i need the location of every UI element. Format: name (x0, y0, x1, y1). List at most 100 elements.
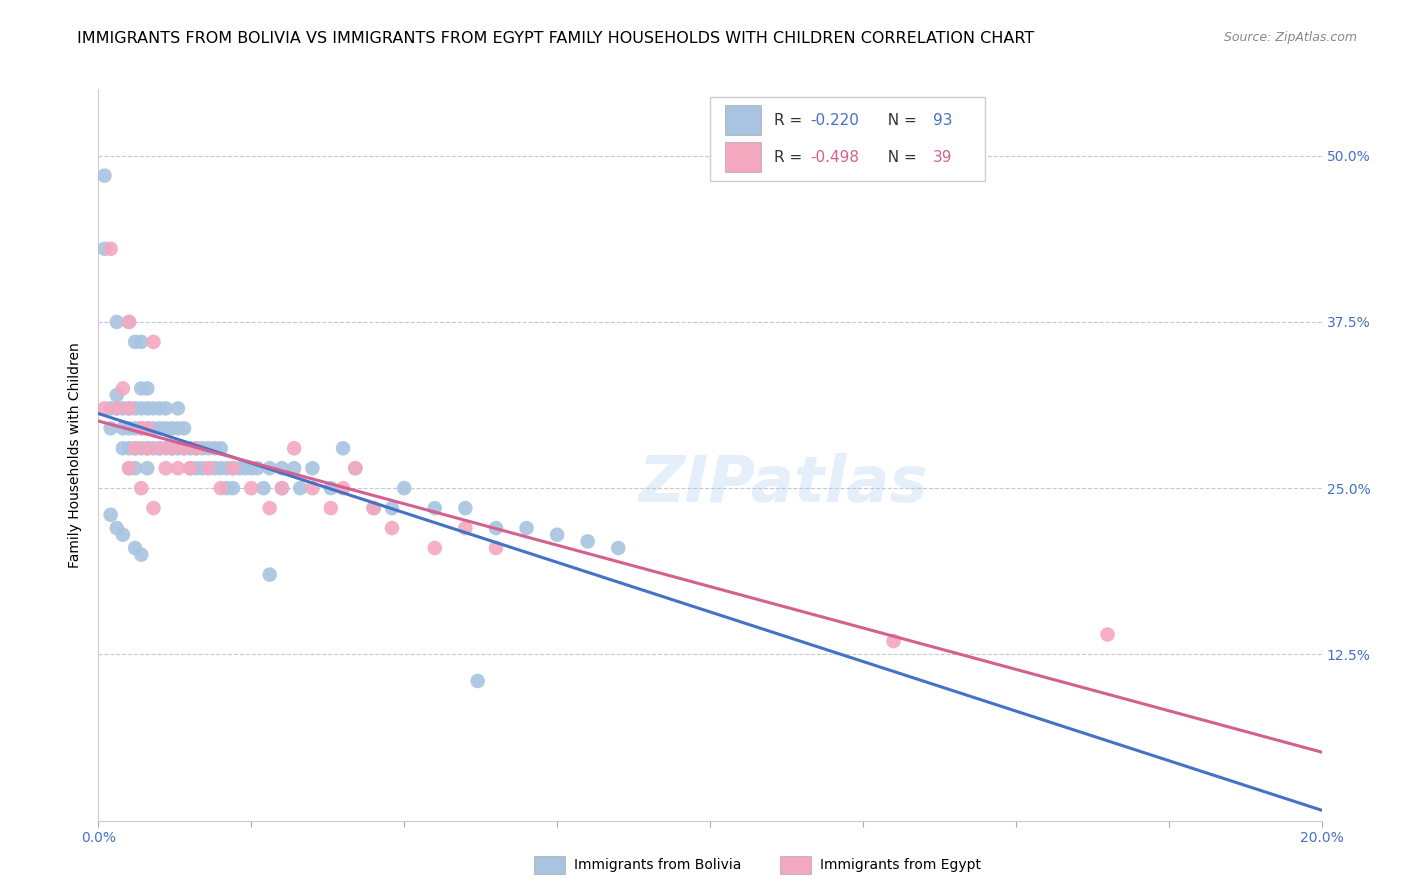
Point (423, 501, 446, 516)
FancyBboxPatch shape (724, 143, 762, 171)
Point (124, 541, 146, 555)
Point (129, 401, 152, 416)
Point (142, 334, 165, 349)
Point (209, 481, 232, 495)
Point (118, 442, 141, 456)
Point (136, 442, 159, 456)
Point (228, 461, 250, 475)
Point (270, 461, 292, 475)
Point (129, 421, 152, 435)
Point (105, 388, 128, 402)
Point (111, 527, 134, 541)
Point (215, 481, 238, 495)
Point (105, 401, 128, 416)
Point (136, 381, 159, 395)
Point (105, 401, 128, 416)
Point (118, 461, 141, 475)
Point (283, 461, 305, 475)
Point (129, 548, 152, 562)
Point (167, 442, 190, 456)
Point (576, 534, 599, 549)
Point (252, 481, 274, 495)
Point (197, 442, 219, 456)
Point (301, 481, 323, 495)
Point (607, 541, 630, 555)
Point (222, 481, 245, 495)
Point (136, 461, 159, 475)
Point (191, 461, 214, 475)
Point (290, 481, 312, 495)
Point (392, 481, 416, 495)
Point (129, 421, 152, 435)
Point (259, 567, 281, 582)
Text: N =: N = (877, 150, 921, 165)
Point (283, 442, 305, 456)
Point (215, 461, 238, 475)
Point (136, 421, 159, 435)
Point (100, 242, 122, 256)
Point (155, 442, 177, 456)
Point (149, 442, 172, 456)
Text: -0.220: -0.220 (810, 112, 859, 128)
Point (246, 461, 269, 475)
Point (118, 461, 141, 475)
Point (118, 421, 141, 435)
Point (301, 461, 323, 475)
Point (149, 442, 172, 456)
Point (111, 421, 134, 435)
Text: -0.498: -0.498 (810, 150, 859, 165)
Point (155, 461, 177, 475)
Point (124, 442, 146, 456)
Point (240, 461, 263, 475)
Point (124, 421, 146, 435)
Point (142, 421, 165, 435)
Point (173, 442, 195, 456)
Point (160, 442, 183, 456)
Point (485, 521, 508, 535)
Point (222, 461, 245, 475)
Point (167, 421, 190, 435)
Point (363, 501, 385, 516)
Text: ZIPatlas: ZIPatlas (638, 453, 928, 516)
Point (149, 421, 172, 435)
Point (142, 501, 165, 516)
Point (142, 401, 165, 416)
Text: R =: R = (773, 112, 807, 128)
Point (105, 521, 128, 535)
Text: IMMIGRANTS FROM BOLIVIA VS IMMIGRANTS FROM EGYPT FAMILY HOUSEHOLDS WITH CHILDREN: IMMIGRANTS FROM BOLIVIA VS IMMIGRANTS FR… (77, 31, 1035, 46)
Point (883, 634, 905, 648)
Point (204, 461, 226, 475)
Point (142, 442, 165, 456)
Point (332, 442, 354, 456)
Point (129, 381, 152, 395)
Text: 93: 93 (932, 112, 952, 128)
Point (136, 421, 159, 435)
Point (129, 334, 152, 349)
Text: Immigrants from Bolivia: Immigrants from Bolivia (574, 858, 741, 872)
Point (319, 501, 342, 516)
Point (197, 461, 219, 475)
Point (209, 442, 232, 456)
Point (381, 501, 404, 516)
Point (118, 315, 141, 329)
Point (124, 461, 146, 475)
Point (155, 421, 177, 435)
Point (173, 421, 195, 435)
Point (124, 401, 146, 416)
Point (179, 461, 201, 475)
Text: Source: ZipAtlas.com: Source: ZipAtlas.com (1223, 31, 1357, 45)
Point (186, 461, 208, 475)
Point (155, 401, 177, 416)
Point (167, 401, 190, 416)
Point (516, 521, 538, 535)
Point (186, 442, 208, 456)
Point (93, 401, 115, 416)
Point (160, 421, 183, 435)
Point (222, 461, 245, 475)
Point (124, 334, 146, 349)
Point (136, 442, 159, 456)
Point (197, 461, 219, 475)
Point (118, 315, 141, 329)
Point (129, 481, 152, 495)
Point (233, 461, 256, 475)
